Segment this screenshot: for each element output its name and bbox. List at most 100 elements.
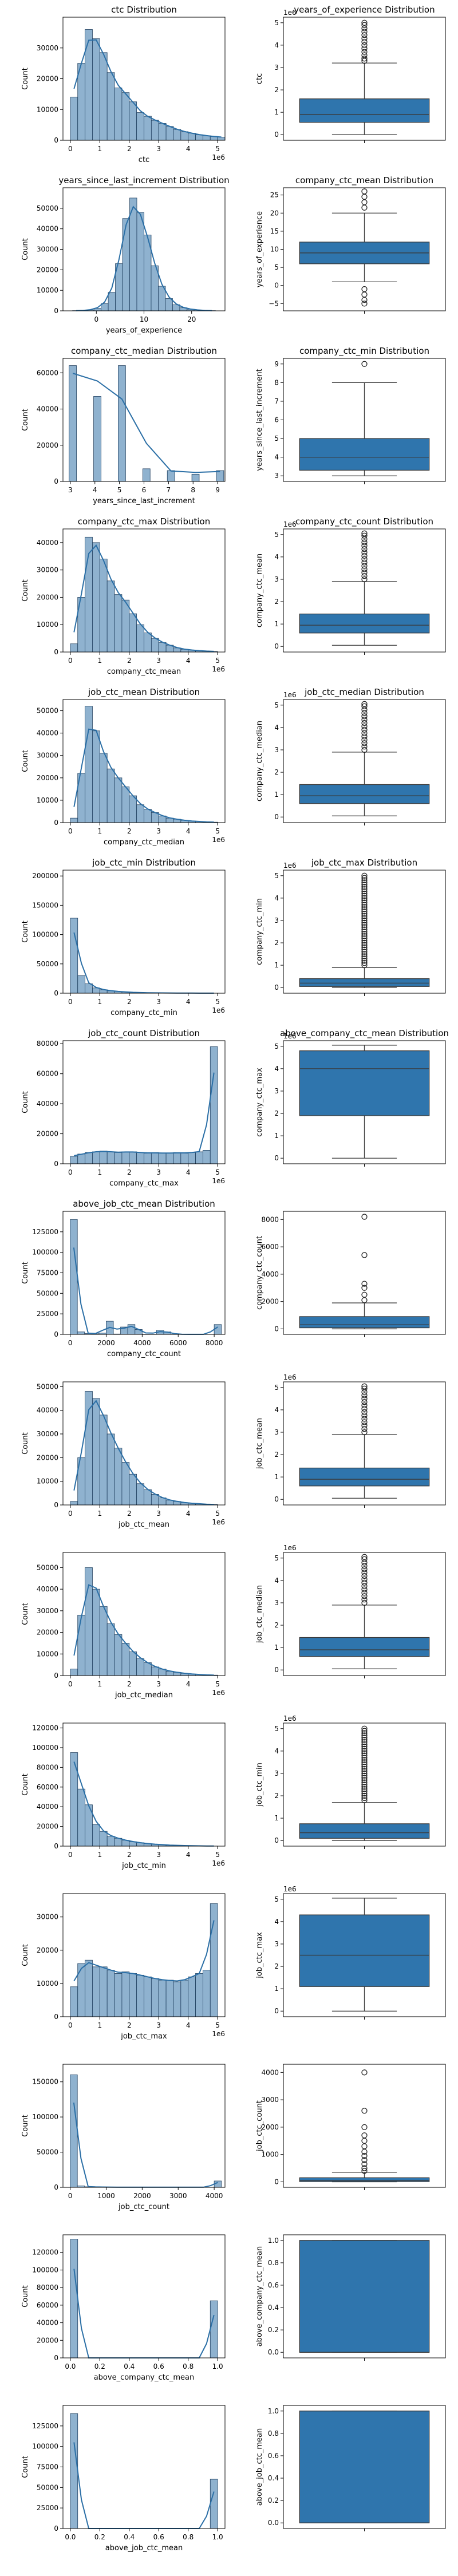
y-tick-label: 10000 xyxy=(37,1650,58,1658)
y-tick-label: 2 xyxy=(274,1451,279,1459)
y-tick-label: 4 xyxy=(274,41,279,49)
histogram-bar xyxy=(114,1152,123,1164)
y-tick-label: 3 xyxy=(274,1428,279,1436)
histogram-bar xyxy=(114,594,123,653)
outlier-point xyxy=(361,1297,368,1303)
histogram-bar xyxy=(214,1324,222,1335)
y-tick-label: 3000 xyxy=(261,2096,279,2104)
outlier-point xyxy=(361,962,368,969)
histogram-bar xyxy=(114,1448,123,1506)
outlier-point xyxy=(361,297,368,303)
outlier-point xyxy=(361,946,368,953)
y-axis-label: Count xyxy=(21,1091,30,1113)
outlier-point xyxy=(361,1786,368,1792)
outlier-point xyxy=(361,937,368,944)
histogram-bar xyxy=(70,1219,78,1335)
y-tick-label: 5 xyxy=(274,263,279,271)
outlier-point xyxy=(361,1583,368,1589)
outlier-point xyxy=(361,1416,368,1422)
x-axis-label: years_since_last_increment xyxy=(93,497,195,505)
outlier-point xyxy=(361,737,368,743)
kde-line xyxy=(73,1761,214,1847)
y-tick-label: 40000 xyxy=(37,1803,58,1811)
y-tick-label: 50000 xyxy=(37,2483,58,2491)
box-iqr xyxy=(299,1823,430,1839)
y-tick-label: 50000 xyxy=(37,204,58,212)
x-tick-label: 5 xyxy=(215,1680,220,1688)
histogram-bar xyxy=(165,1980,174,2017)
outlier-point xyxy=(361,710,368,716)
outlier-point xyxy=(361,1792,368,1799)
outlier-point xyxy=(361,1556,368,1562)
y-tick-label: 4 xyxy=(274,553,279,561)
y-tick-label: 7 xyxy=(274,397,279,405)
outlier-point xyxy=(361,1423,368,1429)
x-tick-label: 5 xyxy=(215,1851,220,1859)
x-tick-label: 3 xyxy=(156,1510,161,1518)
outlier-point xyxy=(361,701,368,707)
chart-title: ctc Distribution xyxy=(111,5,177,15)
kde-line xyxy=(73,2102,218,2188)
outlier-point xyxy=(361,1732,368,1739)
histogram-bar xyxy=(195,1973,203,2017)
y-tick-label: 15 xyxy=(270,227,279,235)
y-tick-label: 60000 xyxy=(37,369,58,377)
y-tick-label: 5 xyxy=(274,1554,279,1562)
y-tick-label: 2 xyxy=(274,1792,279,1800)
outlier-point xyxy=(361,890,368,897)
axes-frame xyxy=(283,1381,446,1506)
axes-frame xyxy=(283,870,446,994)
y-axis-label: Count xyxy=(21,1944,30,1966)
y-axis-label: company_ctc_mean xyxy=(255,554,264,627)
chart-title: company_ctc_mean Distribution xyxy=(295,175,433,186)
y-tick-label: 150000 xyxy=(32,2078,58,2086)
x-tick-label: 0.6 xyxy=(153,2362,164,2370)
x-offset-label: 1e6 xyxy=(212,153,225,161)
y-tick-label: 80000 xyxy=(37,1763,58,1771)
y-tick-label: 50000 xyxy=(37,1563,58,1571)
histogram-bar xyxy=(129,613,137,653)
outlier-point xyxy=(361,895,368,902)
y-axis-label: Count xyxy=(21,2285,30,2308)
y-tick-label: 8 xyxy=(274,378,279,386)
y-tick-label: 40000 xyxy=(37,729,58,737)
y-tick-label: 75000 xyxy=(37,1269,58,1277)
x-tick-label: 4000 xyxy=(206,2192,223,2200)
chart-title: years_since_last_increment Distribution xyxy=(58,175,229,186)
outlier-point xyxy=(361,906,368,912)
y-tick-label: 0 xyxy=(54,819,58,827)
x-tick-label: 0.2 xyxy=(94,2362,105,2370)
outlier-point xyxy=(361,713,368,720)
outlier-point xyxy=(361,32,368,38)
outlier-point xyxy=(361,1399,368,1405)
histogram-bar xyxy=(151,1494,159,1506)
outlier-point xyxy=(361,875,368,881)
histogram-bar xyxy=(121,1462,130,1506)
y-axis-label: Count xyxy=(21,1432,30,1455)
outlier-point xyxy=(361,1383,368,1389)
y-tick-label: 1 xyxy=(274,1814,279,1822)
y-tick-label: 0.8 xyxy=(268,2429,279,2437)
outlier-point xyxy=(361,29,368,35)
histogram-bar xyxy=(121,92,130,141)
y-tick-label: 2 xyxy=(274,86,279,94)
y-tick-label: 0 xyxy=(54,1672,58,1680)
y-tick-label: 0 xyxy=(274,1154,279,1162)
y-tick-label: 0 xyxy=(274,642,279,650)
outlier-point xyxy=(361,717,368,723)
outlier-point xyxy=(361,1743,368,1750)
histogram-panel-24: 0 1000 2000 3000 4000 job_ctc_count 0 50000 1000… xyxy=(21,2064,226,2211)
histogram-bar xyxy=(144,633,152,653)
outlier-point xyxy=(361,193,368,200)
y-tick-label: 0 xyxy=(54,2354,58,2362)
box-iqr xyxy=(299,1316,430,1329)
histogram-bar xyxy=(136,112,144,141)
y-tick-label: 0.8 xyxy=(268,2259,279,2267)
y-tick-label: 0.4 xyxy=(268,2474,279,2482)
x-offset-label: 1e6 xyxy=(212,1689,225,1697)
axes-frame xyxy=(62,2064,226,2188)
y-tick-label: 40000 xyxy=(37,1100,58,1108)
y-tick-label: 6 xyxy=(274,416,279,424)
